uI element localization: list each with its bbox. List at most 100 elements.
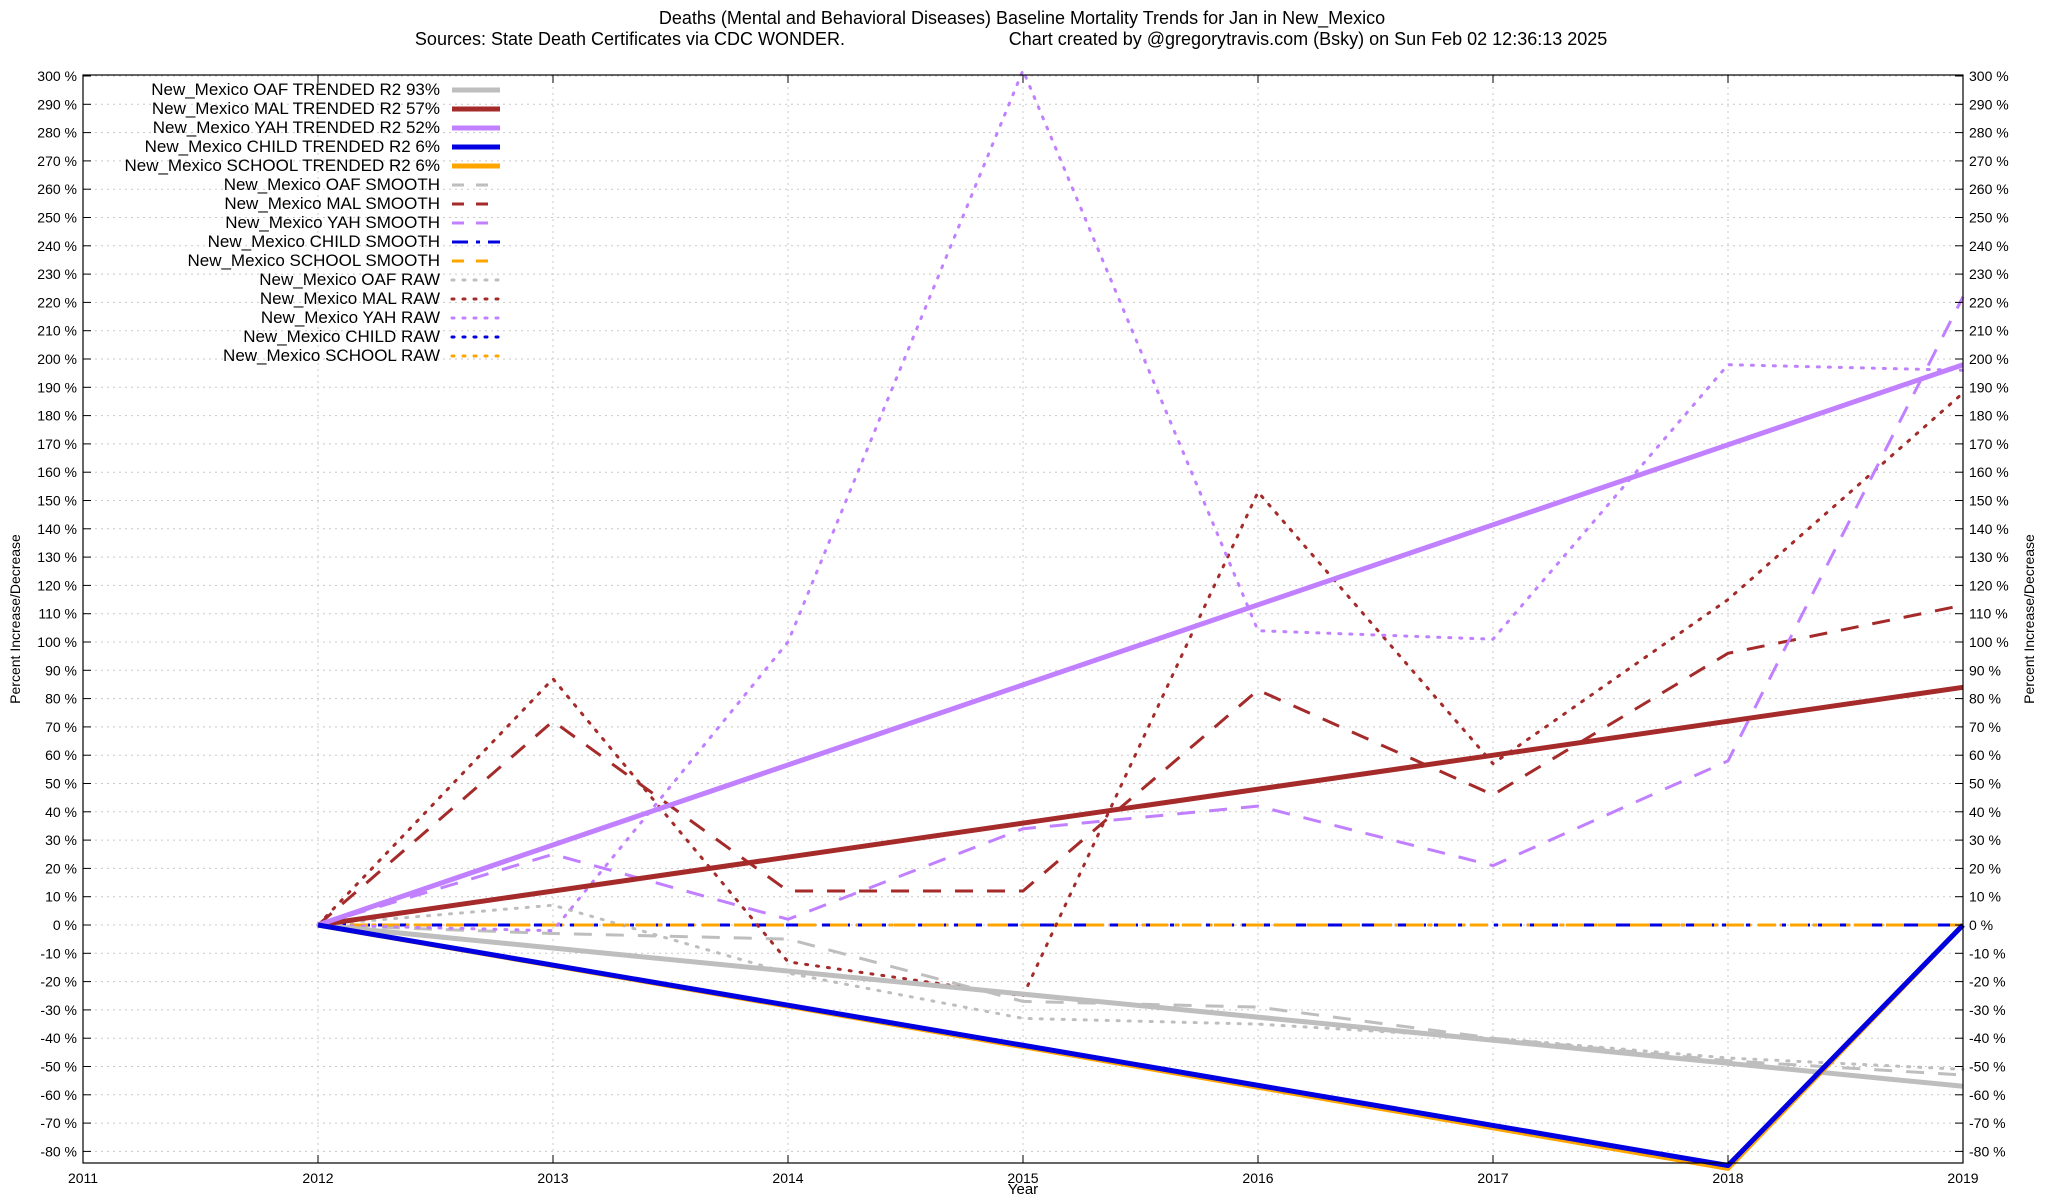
x-tick-label: 2016: [1242, 1170, 1273, 1186]
y2-tick-label: 210 %: [1969, 323, 2009, 339]
y-tick-label: -80 %: [40, 1143, 77, 1159]
y2-tick-label: 10 %: [1969, 889, 2001, 905]
y-tick-label: 80 %: [45, 691, 77, 707]
y2-tick-label: -20 %: [1969, 974, 2006, 990]
y2-tick-label: -50 %: [1969, 1059, 2006, 1075]
y-tick-label: 220 %: [37, 294, 77, 310]
y2-tick-label: 80 %: [1969, 691, 2001, 707]
y-tick-label: 280 %: [37, 125, 77, 141]
y-tick-label: 0 %: [53, 917, 77, 933]
x-tick-label: 2017: [1477, 1170, 1508, 1186]
y-tick-label: -30 %: [40, 1002, 77, 1018]
y2-tick-label: -10 %: [1969, 945, 2006, 961]
y2-tick-label: -40 %: [1969, 1030, 2006, 1046]
x-axis-label: Year: [1008, 1181, 1038, 1198]
y2-tick-label: 20 %: [1969, 860, 2001, 876]
y2-tick-label: 200 %: [1969, 351, 2009, 367]
y2-tick-label: 260 %: [1969, 181, 2009, 197]
series-line-new-mexico-oaf-trended-r2-93-: [317, 922, 1964, 1089]
y-tick-label: 290 %: [37, 96, 77, 112]
y2-tick-label: 170 %: [1969, 436, 2009, 452]
y-tick-label: 20 %: [45, 860, 77, 876]
y2-tick-label: 180 %: [1969, 408, 2009, 424]
legend-label: New_Mexico OAF TRENDED R2 93%: [151, 80, 440, 99]
y2-tick-label: -60 %: [1969, 1087, 2006, 1103]
chart-credit: Chart created by @gregorytravis.com (Bsk…: [1009, 29, 1608, 49]
y2-tick-label: 60 %: [1969, 747, 2001, 763]
y2-tick-label: 230 %: [1969, 266, 2009, 282]
y-tick-label: 60 %: [45, 747, 77, 763]
y2-tick-label: -30 %: [1969, 1002, 2006, 1018]
x-tick-label: 2013: [537, 1170, 568, 1186]
y2-tick-label: 160 %: [1969, 464, 2009, 480]
y-tick-label: 50 %: [45, 776, 77, 792]
y-tick-label: 200 %: [37, 351, 77, 367]
legend-label: New_Mexico MAL TRENDED R2 57%: [152, 99, 440, 118]
legend-label: New_Mexico OAF RAW: [259, 270, 440, 289]
y2-tick-label: 250 %: [1969, 210, 2009, 226]
y-tick-label: 240 %: [37, 238, 77, 254]
chart-source: Sources: State Death Certificates via CD…: [415, 29, 845, 49]
x-tick-label: 2015: [1007, 1170, 1038, 1186]
legend-label: New_Mexico YAH TRENDED R2 52%: [153, 118, 440, 137]
y-axis-label: Percent Increase/Decrease: [7, 534, 23, 704]
legend-label: New_Mexico YAH RAW: [261, 308, 440, 327]
legend-label: New_Mexico MAL RAW: [260, 289, 440, 308]
y2-tick-label: 130 %: [1969, 549, 2009, 565]
y-tick-label: 90 %: [45, 662, 77, 678]
y-tick-label: -60 %: [40, 1087, 77, 1103]
y-tick-label: 70 %: [45, 719, 77, 735]
y-tick-label: -70 %: [40, 1115, 77, 1131]
y-tick-label: -10 %: [40, 945, 77, 961]
series-line-new-mexico-yah-trended-r2-52-: [317, 362, 1964, 928]
y-tick-label: 100 %: [37, 634, 77, 650]
y-tick-label: 260 %: [37, 181, 77, 197]
legend-label: New_Mexico OAF SMOOTH: [224, 175, 440, 194]
y2-tick-label: 280 %: [1969, 125, 2009, 141]
y2-axis-label: Percent Increase/Decrease: [2021, 534, 2037, 704]
y-tick-label: 110 %: [38, 606, 77, 622]
y-tick-label: 170 %: [37, 436, 77, 452]
legend-label: New_Mexico YAH SMOOTH: [225, 213, 440, 232]
y-tick-label: 250 %: [37, 210, 77, 226]
y-tick-label: -50 %: [40, 1059, 77, 1075]
legend: New_Mexico OAF TRENDED R2 93%New_Mexico …: [124, 80, 502, 365]
y2-tick-label: 300 %: [1969, 68, 2009, 84]
y2-tick-label: 120 %: [1969, 577, 2009, 593]
y2-tick-label: 220 %: [1969, 294, 2009, 310]
y2-tick-label: 40 %: [1969, 804, 2001, 820]
legend-label: New_Mexico SCHOOL TRENDED R2 6%: [124, 156, 440, 175]
series-line-new-mexico-oaf-raw: [316, 903, 1965, 1071]
y2-tick-label: 0 %: [1969, 917, 1993, 933]
y-tick-label: 270 %: [37, 153, 77, 169]
y-tick-label: 160 %: [37, 464, 77, 480]
y-tick-label: 10 %: [45, 889, 77, 905]
y-tick-label: 40 %: [45, 804, 77, 820]
y2-tick-label: 290 %: [1969, 96, 2009, 112]
y-tick-label: 180 %: [37, 408, 77, 424]
y-tick-label: 130 %: [37, 549, 77, 565]
x-tick-label: 2018: [1712, 1170, 1743, 1186]
x-tick-label: 2014: [772, 1170, 803, 1186]
legend-label: New_Mexico SCHOOL RAW: [223, 346, 440, 365]
series-layer: [316, 68, 1965, 1171]
series-line-new-mexico-child-trended-r2-6-: [317, 922, 1965, 1168]
y-tick-label: 230 %: [37, 266, 77, 282]
series-line-new-mexico-mal-smooth: [317, 603, 1964, 927]
series-line-new-mexico-mal-raw: [316, 391, 1965, 998]
y-tick-label: -40 %: [40, 1030, 77, 1046]
y2-tick-label: 110 %: [1969, 606, 2008, 622]
y2-tick-label: 100 %: [1969, 634, 2009, 650]
x-tick-label: 2012: [302, 1170, 333, 1186]
legend-label: New_Mexico MAL SMOOTH: [224, 194, 440, 213]
legend-label: New_Mexico CHILD SMOOTH: [208, 232, 440, 251]
series-line-new-mexico-mal-trended-r2-57-: [317, 684, 1964, 928]
y-tick-label: 210 %: [37, 323, 77, 339]
y-tick-label: -20 %: [40, 974, 77, 990]
y2-tick-label: -70 %: [1969, 1115, 2006, 1131]
x-tick-label: 2019: [1947, 1170, 1978, 1186]
y2-tick-label: 240 %: [1969, 238, 2009, 254]
legend-label: New_Mexico SCHOOL SMOOTH: [187, 251, 440, 270]
legend-label: New_Mexico CHILD TRENDED R2 6%: [145, 137, 440, 156]
